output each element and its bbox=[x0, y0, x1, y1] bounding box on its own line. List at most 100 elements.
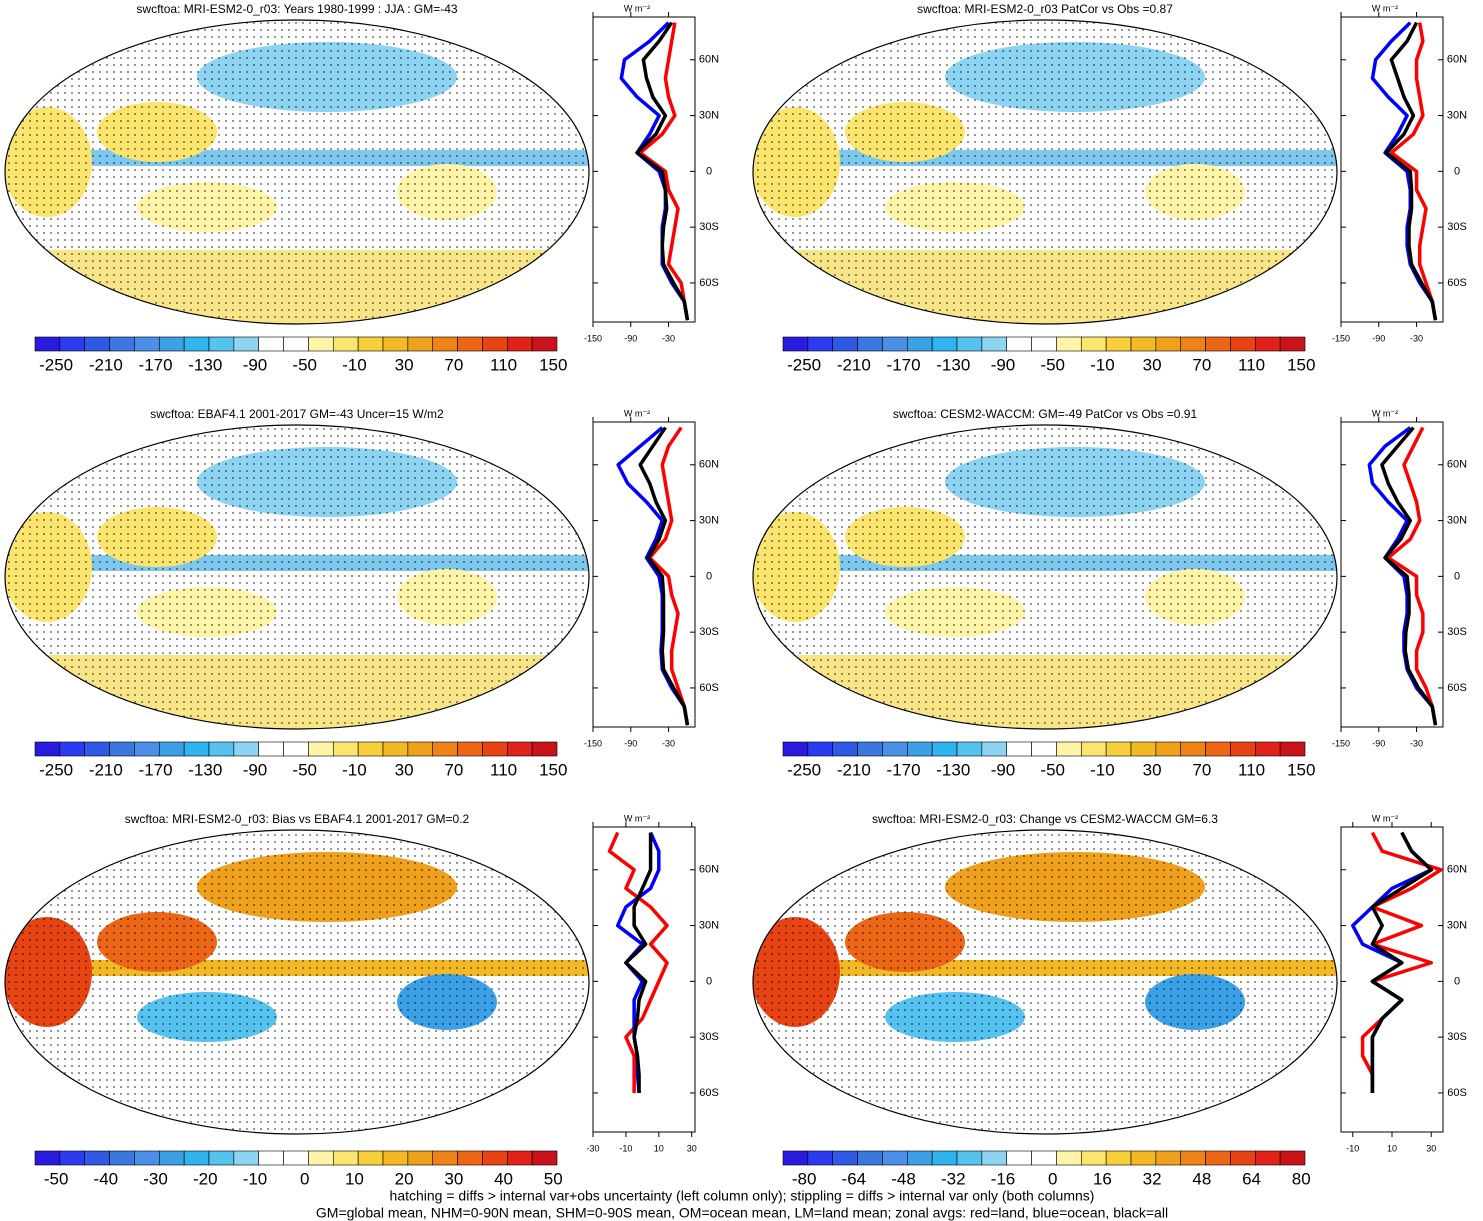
colorbar-box bbox=[1230, 336, 1256, 352]
x-tick-label: -90 bbox=[1372, 333, 1385, 343]
colorbar-label: -20 bbox=[193, 1169, 218, 1188]
map-outline bbox=[4, 829, 590, 1135]
map bbox=[753, 20, 1337, 324]
plot-frame bbox=[592, 16, 696, 323]
map-outline bbox=[752, 19, 1338, 325]
colorbar-label: 110 bbox=[490, 760, 517, 779]
colorbar-box bbox=[59, 336, 86, 352]
colorbar-box bbox=[258, 336, 284, 352]
colorbar-label: -210 bbox=[837, 760, 871, 779]
colorbar-box bbox=[407, 1150, 434, 1166]
colorbar-box bbox=[1180, 741, 1206, 757]
y-tick-label: 0 bbox=[1454, 975, 1460, 987]
stipple bbox=[753, 20, 1337, 324]
colorbar-label: -90 bbox=[991, 760, 1016, 779]
x-tick-label: -30 bbox=[586, 1143, 599, 1153]
y-tick-label: 30S bbox=[1447, 221, 1467, 233]
x-tick-label: -90 bbox=[1372, 738, 1385, 748]
colorbar-label: -250 bbox=[39, 355, 73, 374]
colorbar-box bbox=[807, 741, 834, 757]
y-tick-label: 60S bbox=[699, 1087, 719, 1099]
colorbar-box bbox=[1130, 1150, 1157, 1166]
colorbar-box bbox=[407, 741, 434, 757]
colorbar-box bbox=[357, 741, 384, 757]
y-tick-label: 0 bbox=[706, 570, 712, 582]
colorbar-box bbox=[233, 336, 260, 352]
colorbar-box bbox=[308, 1150, 334, 1166]
colorbar-box bbox=[531, 1150, 558, 1166]
colorbar-box bbox=[857, 741, 883, 757]
colorbar-box bbox=[956, 741, 983, 757]
y-tick-label: 60S bbox=[1447, 277, 1467, 289]
colorbar-label: 80 bbox=[1292, 1169, 1311, 1188]
footer-line: hatching = diffs > internal var+obs unce… bbox=[390, 1188, 1095, 1204]
colorbar-label: -210 bbox=[89, 760, 123, 779]
x-tick-label: -150 bbox=[1332, 333, 1350, 343]
colorbar-label: -50 bbox=[292, 355, 317, 374]
axis-label: W m⁻² bbox=[1372, 3, 1398, 13]
colorbar-label: 150 bbox=[1287, 355, 1315, 374]
colorbar-box bbox=[34, 1150, 61, 1166]
colorbar-label: -10 bbox=[243, 1169, 268, 1188]
colorbar-box bbox=[1254, 1150, 1281, 1166]
x-tick-label: -90 bbox=[624, 333, 637, 343]
colorbar-label: -170 bbox=[887, 355, 921, 374]
colorbar-label: 150 bbox=[539, 355, 567, 374]
zonal-line bbox=[1380, 426, 1438, 726]
colorbar-label: 150 bbox=[1287, 760, 1315, 779]
colorbar-box bbox=[1031, 1150, 1057, 1166]
x-tick-label: 30 bbox=[687, 1143, 697, 1153]
colorbar-label: -250 bbox=[39, 760, 73, 779]
colorbar-box bbox=[782, 336, 809, 352]
x-tick-label: -30 bbox=[1410, 738, 1423, 748]
y-tick-label: 60N bbox=[699, 54, 719, 66]
colorbar-box bbox=[832, 1150, 858, 1166]
colorbar-box bbox=[1205, 1150, 1231, 1166]
colorbar-label: 30 bbox=[395, 355, 414, 374]
x-tick-label: 30 bbox=[1426, 1143, 1436, 1153]
colorbar-label: 110 bbox=[1238, 355, 1265, 374]
colorbar-box bbox=[357, 336, 384, 352]
zonal-line bbox=[1360, 831, 1443, 1093]
colorbar-label: 70 bbox=[444, 760, 463, 779]
colorbar-box bbox=[1031, 336, 1057, 352]
colorbar-label: -10 bbox=[1090, 355, 1115, 374]
map-title: swcftoa: CESM2-WACCM: GM=-49 PatCor vs O… bbox=[893, 407, 1198, 421]
colorbar-label: -90 bbox=[243, 760, 268, 779]
colorbar-box bbox=[1056, 336, 1082, 352]
map-title: swcftoa: MRI-ESM2-0_r03: Bias vs EBAF4.1… bbox=[125, 812, 470, 826]
colorbar-label: 30 bbox=[1143, 355, 1162, 374]
stipple bbox=[753, 425, 1337, 729]
y-tick-label: 60N bbox=[1447, 459, 1467, 471]
colorbar-box bbox=[1254, 336, 1281, 352]
colorbar-box bbox=[531, 336, 558, 352]
colorbar-box bbox=[1279, 741, 1306, 757]
y-tick-label: 30N bbox=[699, 514, 719, 526]
colorbar-box bbox=[1205, 336, 1231, 352]
colorbar-box bbox=[906, 1150, 933, 1166]
colorbar-box bbox=[981, 1150, 1008, 1166]
colorbar-box bbox=[1031, 741, 1057, 757]
zonal-line bbox=[638, 426, 690, 726]
colorbar-label: 0 bbox=[1048, 1169, 1057, 1188]
colorbar-box bbox=[208, 741, 235, 757]
colorbar-label: -170 bbox=[139, 355, 173, 374]
zonal-line bbox=[1389, 22, 1438, 321]
map-outline bbox=[4, 19, 590, 325]
colorbar-box bbox=[832, 741, 858, 757]
axis-label: W m⁻² bbox=[624, 3, 650, 13]
colorbar-box bbox=[956, 336, 983, 352]
colorbar-box bbox=[1230, 1150, 1256, 1166]
map bbox=[5, 20, 589, 324]
zonal-line bbox=[1370, 831, 1433, 1093]
colorbar-box bbox=[882, 1150, 908, 1166]
colorbar-box bbox=[1105, 1150, 1132, 1166]
colorbar-box bbox=[981, 741, 1008, 757]
colorbar-box bbox=[1006, 741, 1032, 757]
y-tick-label: 0 bbox=[706, 165, 712, 177]
colorbar-label: -10 bbox=[342, 355, 367, 374]
colorbar-box bbox=[807, 1150, 834, 1166]
colorbar-box bbox=[258, 1150, 284, 1166]
colorbar-box bbox=[531, 741, 558, 757]
